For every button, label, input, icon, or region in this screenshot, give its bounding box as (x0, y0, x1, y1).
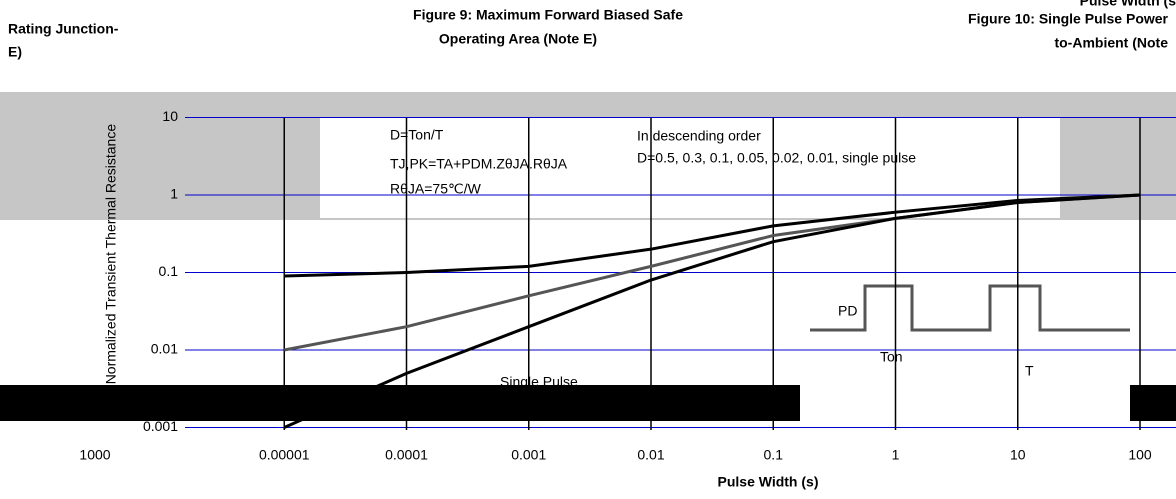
y-tick-label: 0.01 (151, 341, 178, 357)
y-tick-label: 0.1 (159, 263, 179, 279)
x-tick-label: 0.00001 (259, 447, 310, 463)
x-tick-label: 0.0001 (385, 447, 428, 463)
annotation: Single Pulse (500, 374, 578, 390)
y-tick-label: 0.001 (143, 418, 178, 434)
annotation: Ton (880, 349, 903, 365)
annotation: T (1025, 363, 1034, 379)
fragment: E) (8, 44, 22, 60)
fragment: Rating Junction- (8, 21, 119, 37)
x-tick-label: 0.001 (511, 447, 546, 463)
annotation: TJ,PK=TA+PDM.ZθJA.RθJA (390, 156, 568, 172)
chart-title: Operating Area (Note E) (439, 31, 597, 47)
pulse-diagram (800, 280, 1130, 430)
series-line (283, 193, 1141, 429)
x-tick-label: 1 (892, 447, 900, 463)
fragment: to-Ambient (Note (1054, 35, 1168, 51)
fragment: 1000 (79, 447, 110, 463)
x-tick-label: 0.01 (637, 447, 664, 463)
y-tick-label: 10 (162, 108, 178, 124)
pulse-shape (810, 284, 1130, 332)
legend-box (320, 118, 1060, 218)
chart-title: Figure 9: Maximum Forward Biased Safe (413, 7, 683, 23)
y-tick-label: 1 (170, 186, 178, 202)
annotation: PD (838, 303, 857, 319)
annotation: D=Ton/T (390, 127, 444, 143)
annotation: RθJA=75℃/W (390, 181, 482, 197)
fragment: Figure 10: Single Pulse Power (968, 11, 1168, 27)
series-line (284, 193, 1141, 278)
annotation: D=0.5, 0.3, 0.1, 0.05, 0.02, 0.01, singl… (637, 150, 916, 166)
x-tick-label: 10 (1010, 447, 1026, 463)
y-axis-label: ZθJA Normalized Transient Thermal Resist… (103, 124, 119, 420)
x-tick-label: 0.1 (764, 447, 784, 463)
x-tick-label: 100 (1128, 447, 1152, 463)
fragment: Pulse Width (s (1080, 0, 1176, 9)
annotation: In descending order (637, 128, 761, 144)
x-axis-label: Pulse Width (s) (718, 474, 819, 490)
